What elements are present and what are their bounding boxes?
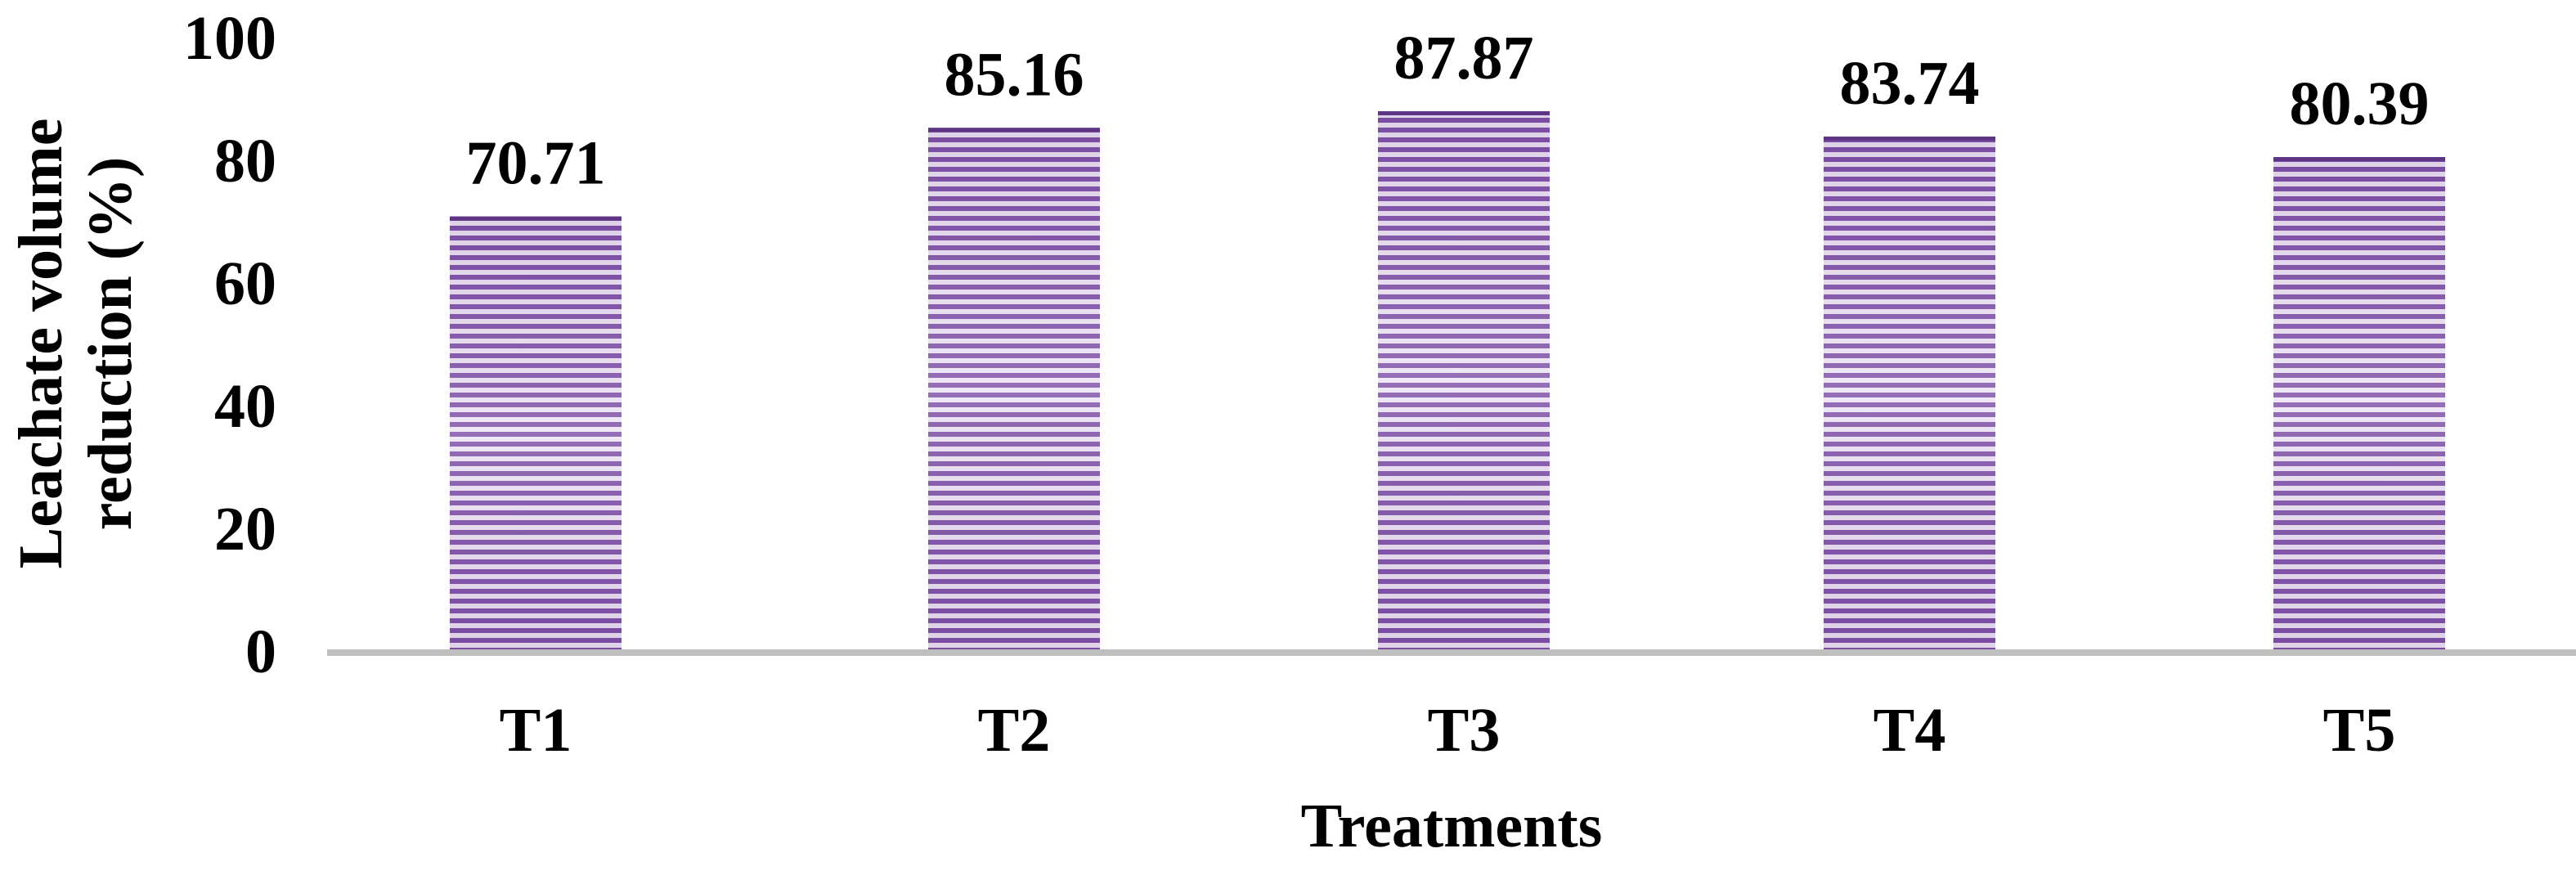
- y-tick-label: 60: [214, 249, 276, 318]
- x-tick-label: T3: [1428, 696, 1501, 765]
- y-tick-label: 0: [245, 617, 276, 686]
- y-axis-title-line: reduction (%): [76, 157, 145, 531]
- bar-top-edge: [928, 128, 1100, 132]
- y-tick-label: 80: [214, 127, 276, 195]
- data-label: 87.87: [1394, 24, 1534, 92]
- x-axis-tick-labels: T1 T2 T3 T4 T5: [500, 696, 2396, 765]
- y-tick-label: 40: [214, 372, 276, 441]
- bar-top-edge: [1824, 136, 1995, 141]
- y-tick-label: 20: [214, 495, 276, 563]
- y-tick-label: 100: [183, 4, 276, 73]
- bar-shade: [1824, 136, 1995, 650]
- data-label: 85.16: [945, 40, 1084, 109]
- data-label: 83.74: [1840, 49, 1980, 118]
- bar-top-edge: [450, 216, 622, 221]
- y-axis-ticks: 0 20 40 60 80 100: [183, 4, 276, 686]
- data-label: 70.71: [466, 129, 606, 198]
- bar-top-edge: [2273, 157, 2445, 162]
- bar-top-edge: [1378, 110, 1550, 115]
- y-axis-title-line: Leachate volume: [7, 119, 75, 569]
- data-labels: 70.71 85.16 87.87 83.74 80.39: [466, 24, 2430, 198]
- data-label: 80.39: [2290, 70, 2430, 138]
- x-tick-label: T5: [2323, 696, 2396, 765]
- bar-shade: [2273, 157, 2445, 650]
- bar-shade: [1378, 110, 1550, 651]
- bar-shade: [928, 128, 1100, 651]
- bar-shade: [450, 216, 622, 650]
- x-axis-title: Treatments: [1301, 792, 1603, 860]
- x-tick-label: T4: [1874, 696, 1946, 765]
- x-tick-label: T1: [500, 696, 572, 765]
- bars: [450, 110, 2445, 651]
- y-axis-title: Leachate volume reduction (%): [7, 119, 145, 569]
- x-tick-label: T2: [978, 696, 1051, 765]
